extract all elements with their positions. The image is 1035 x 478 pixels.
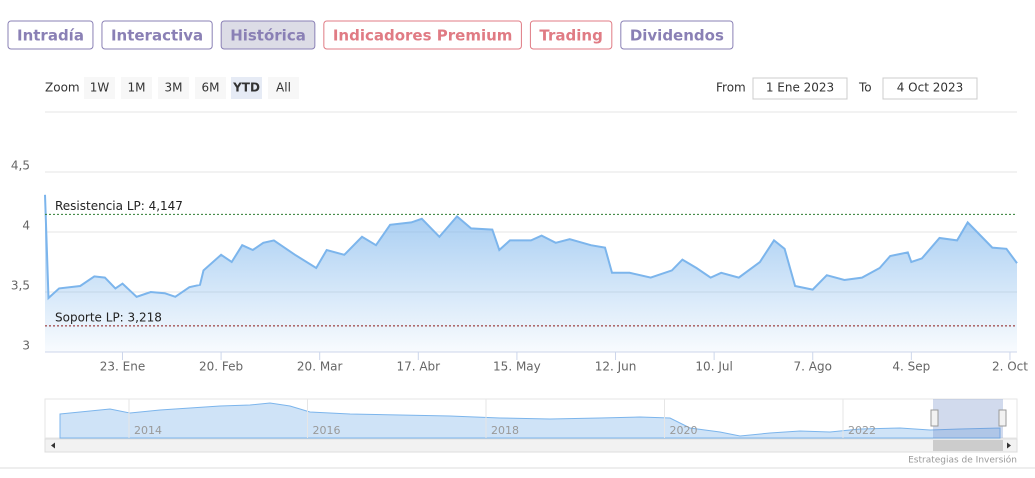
y-tick-label: 4,5 [11,159,30,173]
tab-label[interactable]: Interactiva [111,27,203,45]
plot-line-label: Resistencia LP: 4,147 [55,199,183,213]
tab-label[interactable]: Trading [539,27,602,45]
navigator-label: 2014 [134,424,162,437]
navigator-handle[interactable] [998,409,1007,427]
tab[interactable] [220,20,316,50]
y-tick-label: 4 [22,219,30,233]
to-input[interactable] [882,77,978,100]
zoom-button-label[interactable]: All [276,81,291,95]
x-tick-label: 23. Ene [100,360,145,374]
x-tick-label: 2. Oct [992,360,1028,374]
tab-label[interactable]: Dividendos [630,27,724,45]
navigator-handle[interactable] [930,409,939,427]
navigator-area [59,402,1001,439]
y-tick-label: 3 [22,339,30,353]
to-label: To [858,81,872,95]
x-tick-label: 10. Jul [695,360,732,374]
zoom-button[interactable] [158,77,189,99]
zoom-button-label[interactable]: YTD [232,81,260,95]
plot-line-label: Soporte LP: 3,218 [55,310,162,324]
navigator-label: 2016 [313,424,341,437]
x-tick-label: 20. Mar [297,360,343,374]
scrollbar[interactable] [44,438,1018,453]
zoom-button-label[interactable]: 3M [165,81,183,95]
zoom-button[interactable] [121,77,152,99]
navigator-label: 2022 [848,424,876,437]
zoom-button-label[interactable]: 1M [128,81,146,95]
tab[interactable] [529,20,613,50]
from-label: From [716,81,746,95]
tab-label[interactable]: Histórica [230,27,306,45]
tab[interactable] [323,20,522,50]
tab[interactable] [620,20,734,50]
scroll-right[interactable] [1007,442,1011,449]
tab-label[interactable]: Indicadores Premium [333,27,513,45]
navigator-selection[interactable] [933,399,1003,438]
navigator-label: 2018 [491,424,519,437]
area [45,194,1017,352]
tab[interactable] [101,20,213,50]
x-tick-label: 15. May [493,360,541,374]
scroll-left[interactable] [51,442,55,449]
zoom-button-label[interactable]: 6M [202,81,220,95]
to-value[interactable]: 4 Oct 2023 [897,81,964,95]
scrollbar-thumb[interactable] [933,440,1003,451]
zoom-label: Zoom [45,81,80,95]
zoom-button[interactable] [195,77,226,99]
navigator-label: 2020 [670,424,698,437]
line [44,194,1018,301]
from-value[interactable]: 1 Ene 2023 [766,81,834,95]
x-tick-label: 17. Abr [396,360,440,374]
zoom-button[interactable] [231,77,262,99]
x-tick-label: 7. Ago [794,360,832,374]
zoom-button[interactable] [268,77,299,99]
tab-label[interactable]: Intradía [17,27,84,45]
x-tick-label: 12. Jun [595,360,637,374]
zoom-button-label[interactable]: 1W [90,81,110,95]
tab[interactable] [7,20,94,50]
from-input[interactable] [752,77,848,100]
credits: Estrategias de Inversión [908,455,1017,466]
y-tick-label: 3,5 [11,279,30,293]
x-tick-label: 4. Sep [892,360,930,374]
zoom-button[interactable] [84,77,115,99]
x-tick-label: 20. Feb [199,360,243,374]
